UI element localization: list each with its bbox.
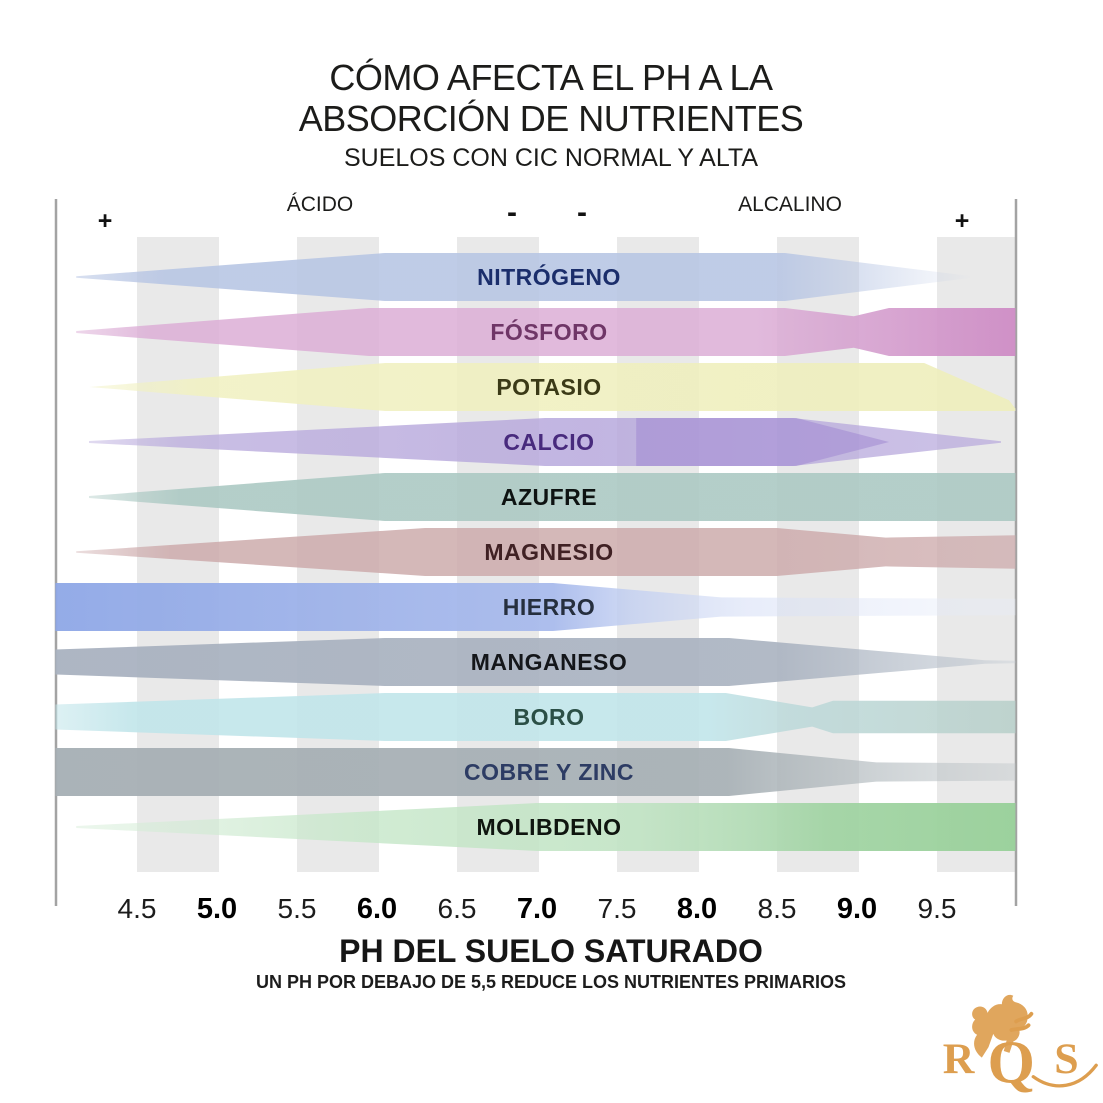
band-azufre (89, 473, 1016, 521)
rqs-lion-icon (972, 994, 1034, 1058)
x-tick-7-5: 7.5 (597, 893, 637, 924)
x-tick-7-0: 7.0 (516, 893, 558, 925)
rqs-logo: R Q S (943, 994, 1098, 1096)
band-nitr-geno (76, 253, 973, 301)
logo-letter-s: S (1054, 1035, 1078, 1083)
nutrient-label-cobre-y-zinc: COBRE Y ZINC (463, 759, 635, 785)
logo-letter-r: R (943, 1035, 976, 1083)
nutrient-label-boro: BORO (513, 704, 585, 730)
logo-letter-q: Q (988, 1029, 1035, 1096)
page-title-line1: CÓMO AFECTA EL PH A LA (329, 57, 773, 98)
x-tick-9-5: 9.5 (917, 893, 957, 924)
page-subtitle: SUELOS CON CIC NORMAL Y ALTA (343, 144, 759, 172)
band-hierro (55, 583, 1016, 631)
nutrient-label-hierro: HIERRO (502, 594, 596, 620)
x-tick-9-0: 9.0 (836, 893, 878, 925)
band-potasio (89, 363, 1016, 411)
acid-zone-label: ÁCIDO (286, 193, 354, 216)
x-tick-5-5: 5.5 (277, 893, 317, 924)
x-tick-6-0: 6.0 (356, 893, 398, 925)
band-molibdeno (76, 803, 1016, 851)
x-tick-6-5: 6.5 (437, 893, 477, 924)
nutrient-label-calcio: CALCIO (503, 429, 595, 455)
page-title-line2: ABSORCIÓN DE NUTRIENTES (298, 98, 804, 139)
band-accent-calcio (636, 418, 889, 466)
nutrient-label-magnesio: MAGNESIO (484, 539, 614, 565)
minus-sign-right: - (577, 196, 587, 229)
nutrient-label-nitr-geno: NITRÓGENO (477, 264, 621, 290)
x-tick-4-5: 4.5 (117, 893, 157, 924)
x-tick-5-0: 5.0 (196, 893, 238, 925)
nutrient-label-manganeso: MANGANESO (470, 649, 628, 675)
minus-sign-left: - (507, 196, 517, 229)
band-magnesio (76, 528, 1016, 576)
x-axis-note: UN PH POR DEBAJO DE 5,5 REDUCE LOS NUTRI… (255, 972, 847, 992)
nutrient-label-f-sforo: FÓSFORO (490, 319, 608, 345)
band-boro (55, 693, 1016, 741)
band-f-sforo (76, 308, 1016, 356)
nutrient-label-potasio: POTASIO (496, 374, 602, 400)
plus-sign-left: + (97, 207, 113, 235)
nutrient-label-molibdeno: MOLIBDENO (476, 814, 622, 840)
x-axis-title: PH DEL SUELO SATURADO (339, 933, 763, 969)
logo-swoosh (1031, 1063, 1098, 1088)
band-cobre-y-zinc (55, 748, 1016, 796)
nutrient-label-azufre: AZUFRE (500, 484, 598, 510)
alkaline-zone-label: ALCALINO (738, 193, 842, 216)
plus-sign-right: + (954, 207, 970, 235)
x-tick-8-0: 8.0 (676, 893, 718, 925)
band-manganeso (55, 638, 1016, 686)
x-tick-8-5: 8.5 (757, 893, 797, 924)
